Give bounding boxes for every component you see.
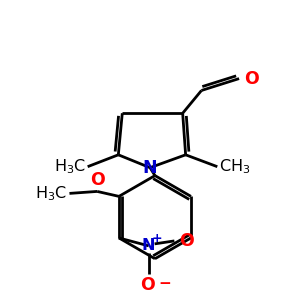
Text: O: O	[140, 276, 155, 294]
Text: H$_3$C: H$_3$C	[35, 184, 68, 203]
Text: O: O	[90, 171, 104, 189]
Text: N: N	[143, 159, 157, 177]
Text: −: −	[158, 276, 171, 291]
Text: N: N	[142, 238, 155, 253]
Text: +: +	[151, 232, 162, 245]
Text: CH$_3$: CH$_3$	[219, 157, 251, 176]
Text: O: O	[179, 232, 194, 250]
Text: O: O	[244, 70, 259, 88]
Text: H$_3$C: H$_3$C	[54, 157, 86, 176]
